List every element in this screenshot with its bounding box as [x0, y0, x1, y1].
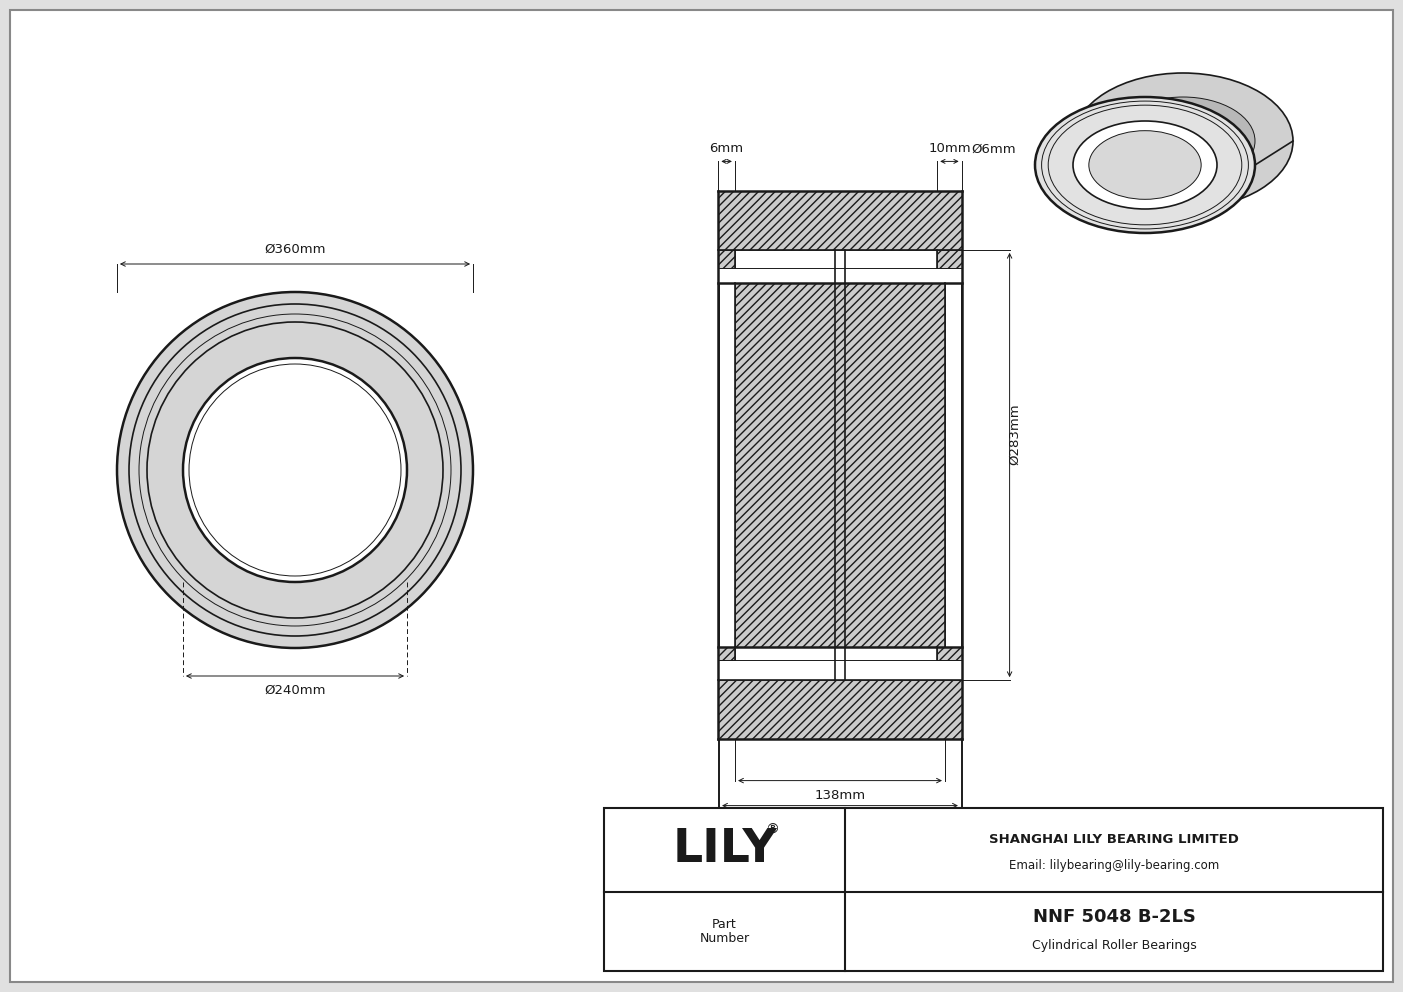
Text: Email: lilybearing@lily-bearing.com: Email: lilybearing@lily-bearing.com: [1009, 859, 1219, 872]
Bar: [718, 268, 961, 283]
Text: Ø240mm: Ø240mm: [264, 684, 325, 697]
Text: Ø283mm: Ø283mm: [1009, 404, 1021, 465]
Ellipse shape: [1035, 97, 1256, 233]
Text: ®: ®: [766, 823, 780, 837]
Circle shape: [116, 292, 473, 648]
Text: Part
Number: Part Number: [700, 918, 749, 945]
Text: Cylindrical Roller Bearings: Cylindrical Roller Bearings: [1031, 939, 1197, 952]
Bar: [605, 808, 1383, 971]
Bar: [718, 283, 961, 648]
Bar: [937, 250, 961, 268]
Bar: [718, 648, 961, 693]
Text: 10mm: 10mm: [929, 143, 971, 156]
Text: 159mm: 159mm: [814, 813, 866, 826]
Bar: [937, 648, 961, 661]
Text: 160mm: 160mm: [815, 838, 866, 851]
Bar: [718, 648, 735, 661]
Ellipse shape: [1073, 73, 1294, 209]
Circle shape: [182, 358, 407, 582]
Ellipse shape: [1111, 97, 1256, 185]
Text: LILY: LILY: [672, 827, 777, 873]
Bar: [718, 250, 735, 268]
Text: 6mm: 6mm: [710, 143, 744, 156]
Bar: [718, 191, 961, 250]
Bar: [735, 283, 944, 648]
Ellipse shape: [1089, 131, 1201, 199]
Text: SHANGHAI LILY BEARING LIMITED: SHANGHAI LILY BEARING LIMITED: [989, 833, 1239, 846]
Text: Ø360mm: Ø360mm: [264, 243, 325, 256]
Bar: [718, 681, 961, 739]
Ellipse shape: [1073, 121, 1216, 209]
Text: NNF 5048 B-2LS: NNF 5048 B-2LS: [1033, 909, 1195, 927]
Text: 138mm: 138mm: [814, 789, 866, 802]
Text: Ø6mm: Ø6mm: [972, 143, 1016, 156]
